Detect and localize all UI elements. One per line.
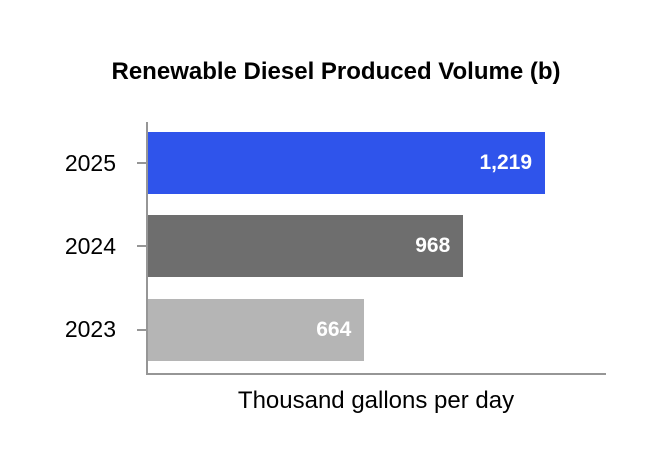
plot-area: 1,219 968 664 (148, 124, 604, 373)
bar-2024: 968 (148, 215, 464, 277)
y-axis-tick (137, 329, 146, 331)
y-axis-tick (137, 162, 146, 164)
y-axis-line (146, 122, 148, 375)
bar-value-label: 664 (316, 318, 352, 341)
y-tick-label-2024: 2024 (64, 233, 116, 259)
bar-2023: 664 (148, 299, 365, 361)
x-axis-line (146, 373, 606, 375)
chart-title: Renewable Diesel Produced Volume (b) (111, 58, 561, 85)
y-axis-tick (137, 245, 146, 247)
y-tick-label-2023: 2023 (64, 316, 116, 342)
bar-2025: 1,219 (148, 132, 546, 194)
bar-value-label: 968 (415, 234, 451, 257)
y-tick-label-2025: 2025 (64, 150, 116, 176)
bar-value-label: 1,219 (479, 151, 533, 174)
x-axis-label: Thousand gallons per day (237, 387, 515, 414)
